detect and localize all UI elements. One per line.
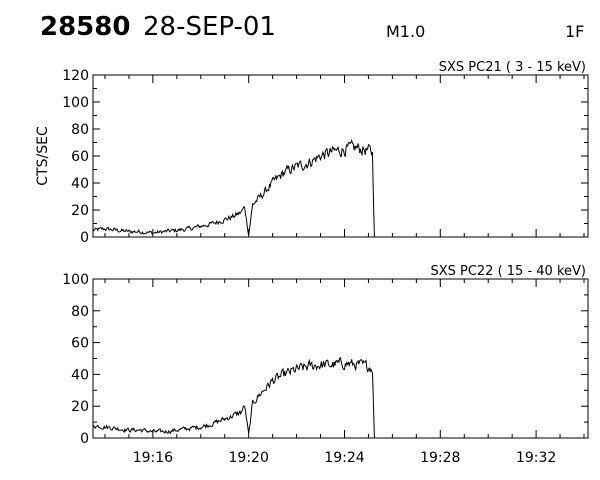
- y-tick-label: 40: [71, 367, 89, 383]
- y-tick-label: 100: [62, 272, 89, 288]
- plot-title-2: SXS PC22 ( 15 - 40 keV): [430, 264, 586, 279]
- x-tick-label: 19:16: [133, 450, 173, 466]
- x-tick-label: 19:32: [516, 450, 556, 466]
- event-date: 28-SEP-01: [143, 12, 276, 42]
- flare-code: 1F: [565, 22, 585, 41]
- y-tick-label: 40: [71, 176, 89, 192]
- series-line-2-1: [92, 356, 377, 439]
- flare-class: M1.0: [386, 22, 426, 41]
- plot-title-1: SXS PC21 ( 3 - 15 keV): [439, 60, 586, 75]
- event-id: 28580: [40, 12, 131, 42]
- y-tick-label: 0: [80, 431, 89, 447]
- y-tick-label: 60: [71, 149, 89, 165]
- y-tick-label: 120: [62, 68, 89, 84]
- series-line-1-1: [92, 138, 377, 238]
- y-tick-label: 80: [71, 304, 89, 320]
- y-tick-label: 0: [80, 230, 89, 246]
- x-tick-label: 19:20: [229, 450, 269, 466]
- y-tick-label: 20: [71, 203, 89, 219]
- x-tick-label: 19:24: [324, 450, 364, 466]
- y-tick-label: 80: [71, 122, 89, 138]
- y-axis-label: CTS/SEC: [35, 126, 51, 186]
- y-tick-label: 60: [71, 336, 89, 352]
- y-tick-label: 100: [62, 95, 89, 111]
- y-tick-label: 20: [71, 399, 89, 415]
- x-tick-label: 19:28: [420, 450, 460, 466]
